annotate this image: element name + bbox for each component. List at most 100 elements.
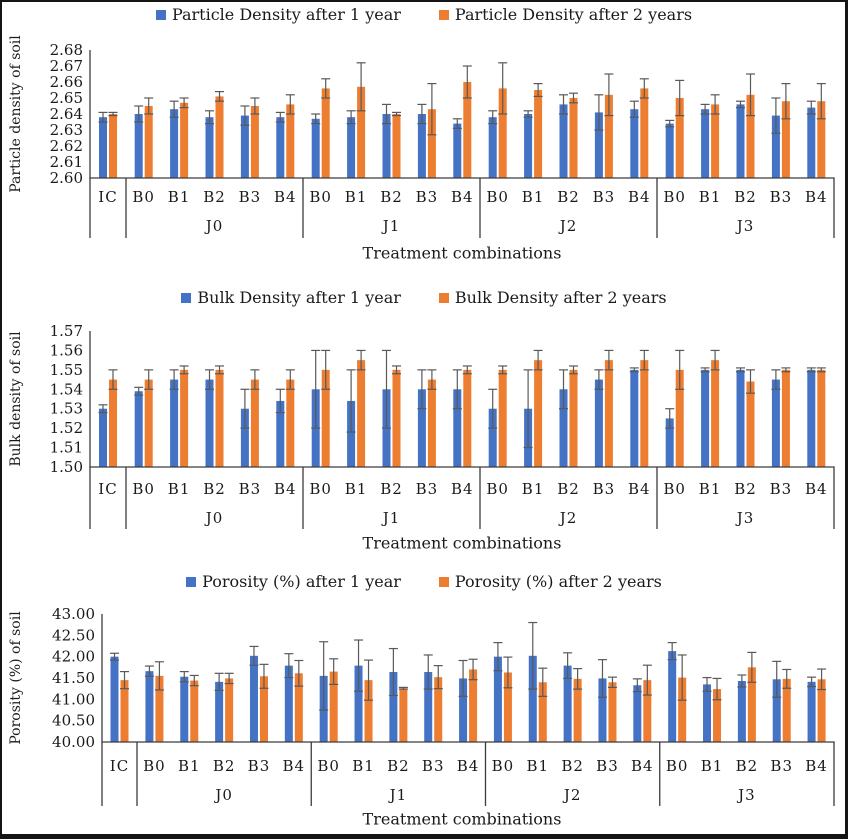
group-label: J0 [204, 509, 224, 527]
y-tick-label: 40.00 [52, 733, 95, 751]
bar-series2 [643, 680, 652, 742]
category-label: B3 [239, 480, 262, 498]
bar-series2 [817, 369, 826, 467]
bar-series2 [604, 94, 613, 178]
bar-series1 [703, 684, 712, 742]
bar-series2 [781, 101, 790, 178]
x-axis-title-bulk-density: Treatment combinations [362, 533, 562, 553]
bar-series2 [250, 106, 259, 178]
bar-series1 [417, 114, 426, 178]
x-axis-title-porosity: Treatment combinations [362, 809, 562, 829]
y-tick-label: 2.64 [50, 105, 83, 123]
bar-series2 [498, 369, 507, 467]
bar-series2 [180, 102, 189, 178]
bar-series2 [713, 689, 722, 742]
group-label: J3 [736, 786, 756, 804]
bar-series2 [286, 104, 295, 178]
bar-series2 [640, 88, 649, 178]
bar-series2 [250, 379, 259, 467]
category-label: B2 [734, 188, 757, 206]
bar-series2 [675, 98, 684, 178]
bar-series2 [608, 682, 617, 742]
category-label: B3 [422, 757, 445, 775]
bar-series1 [771, 115, 780, 178]
legend-label: Bulk Density after 1 year [197, 288, 401, 307]
y-tick-label: 1.54 [50, 380, 83, 398]
bar-series1 [594, 379, 603, 467]
bar-series1 [633, 685, 642, 742]
bar-series2 [817, 101, 826, 178]
y-tick-label: 2.65 [50, 89, 83, 107]
y-tick-label: 41.00 [52, 690, 95, 708]
bar-series1 [668, 651, 677, 742]
bar-series2 [782, 678, 791, 742]
legend-swatch-series2 [438, 10, 449, 20]
category-label: B3 [593, 480, 616, 498]
legend-label: Bulk Density after 2 years [454, 288, 667, 307]
category-label: B0 [143, 757, 166, 775]
category-label: B4 [805, 757, 828, 775]
bar-series2 [711, 360, 720, 467]
category-label: B0 [309, 480, 332, 498]
bar-series2 [259, 676, 268, 742]
y-tick-label: 1.51 [50, 439, 83, 457]
bar-series2 [294, 673, 303, 742]
bar-series1 [453, 123, 462, 178]
bar-series1 [807, 107, 816, 178]
bar-series2 [678, 677, 687, 742]
bar-series1 [772, 679, 781, 742]
category-label: B0 [666, 757, 689, 775]
bar-series2 [604, 360, 613, 467]
bar-series1 [807, 681, 816, 742]
bar-series2 [534, 90, 543, 178]
bar-series1 [524, 114, 533, 178]
bar-series1 [99, 408, 107, 467]
y-tick-label: 1.57 [50, 322, 83, 340]
bar-series1 [134, 114, 143, 178]
bar-series2 [781, 369, 790, 467]
legend-item: Particle Density after 1 year [155, 5, 401, 25]
category-label: B4 [631, 757, 654, 775]
bar-series1 [284, 665, 293, 742]
group-label: J0 [204, 217, 224, 235]
bar-series1 [453, 389, 462, 467]
legend-item: Bulk Density after 1 year [181, 288, 401, 308]
bar-series1 [134, 391, 143, 467]
bar-series1 [145, 671, 154, 742]
y-tick-label: 1.52 [50, 419, 83, 437]
legend-swatch-series1 [186, 577, 197, 587]
y-tick-label: 1.55 [50, 361, 83, 379]
bar-series1 [559, 104, 568, 178]
category-label: B3 [416, 188, 439, 206]
category-label: IC [110, 757, 129, 775]
bar-series2 [109, 114, 117, 178]
bar-series1 [311, 118, 320, 178]
bar-series2 [746, 94, 755, 178]
legend-swatch-series1 [181, 293, 192, 303]
category-label: B4 [457, 757, 480, 775]
y-tick-label: 42.00 [52, 648, 95, 666]
bar-series1 [665, 123, 674, 178]
bar-series2 [534, 360, 543, 467]
group-label: J0 [213, 786, 233, 804]
legend-item: Porosity (%) after 2 years [438, 572, 662, 592]
category-label: B1 [522, 188, 545, 206]
legend-item: Bulk Density after 2 years [438, 288, 667, 308]
bar-series1 [215, 681, 224, 742]
category-label: B0 [486, 480, 509, 498]
category-label: B1 [522, 480, 545, 498]
bar-series2 [427, 379, 436, 467]
category-label: B1 [701, 757, 724, 775]
category-label: B0 [492, 757, 515, 775]
bar-series1 [424, 672, 433, 742]
bar-series2 [434, 677, 443, 742]
bar-series1 [99, 117, 107, 178]
x-axis-title-particle-density: Treatment combinations [362, 243, 562, 263]
category-label: B1 [526, 757, 549, 775]
category-label: B2 [561, 757, 584, 775]
category-label: B3 [770, 480, 793, 498]
bar-series1 [205, 117, 214, 178]
category-label: B3 [596, 757, 619, 775]
bar-series1 [559, 389, 568, 467]
